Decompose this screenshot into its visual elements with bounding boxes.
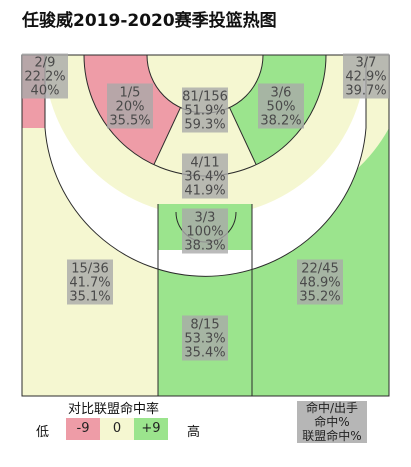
zone-label-line: 39.7% (345, 84, 386, 99)
zone-label-line: 50% (267, 100, 296, 115)
zone-label-line: 35.2% (299, 290, 340, 305)
zone-label-line: 36.4% (184, 170, 225, 185)
zone-label-line: 81/156 (182, 90, 228, 105)
zone-label-line: 15/36 (71, 262, 108, 277)
legend-scale-mid: 0 (100, 418, 134, 440)
zone-top-key (147, 55, 263, 113)
legend-key-line-1: 命中/出手 (305, 401, 359, 415)
zone-label-right-wing-mid: 3/650%38.2% (258, 83, 304, 129)
zone-label-left-corner-three: 2/922.2%40% (22, 53, 68, 99)
zone-label-line: 3/7 (356, 56, 377, 71)
zone-label-line: 35.4% (184, 346, 225, 361)
zone-label-line: 2/9 (35, 56, 56, 71)
zone-label-line: 35.5% (109, 114, 150, 129)
zone-label-line: 40% (31, 84, 60, 99)
zone-label-line: 4/11 (190, 156, 219, 171)
legend-title: 对比联盟命中率 (68, 402, 160, 417)
zone-label-line: 35.1% (69, 290, 110, 305)
zone-label-left-wing-mid: 1/520%35.5% (107, 83, 153, 129)
zone-label-line: 22.2% (24, 70, 65, 85)
zone-label-line: 1/5 (120, 86, 141, 101)
zone-label-line: 8/15 (190, 318, 219, 333)
zone-label-line: 3/6 (271, 86, 292, 101)
zone-label-line: 48.9% (299, 276, 340, 291)
zone-label-line: 20% (116, 100, 145, 115)
zone-label-line: 41.7% (69, 276, 110, 291)
zone-center-mid (153, 107, 257, 177)
three-point-band (44, 55, 366, 277)
zone-label-line: 22/45 (301, 262, 338, 277)
legend-scale-high: +9 (134, 418, 168, 440)
zone-label-right-corner-three: 3/742.9%39.7% (343, 53, 389, 99)
zone-label-line: 38.2% (260, 114, 301, 129)
zone-label-line: 42.9% (345, 70, 386, 85)
zone-label-line: 41.9% (184, 184, 225, 199)
mid-divider-right (229, 107, 257, 165)
zone-label-line: 100% (186, 225, 223, 240)
legend-key-line-2: 命中% (314, 415, 350, 429)
lane-lines (157, 204, 253, 396)
three-point-line (44, 55, 367, 277)
chart-title: 任骏威2019-2020赛季投篮热图 (22, 11, 277, 31)
zone-label-line: 53.3% (184, 332, 225, 347)
zone-label-line: 51.9% (184, 104, 225, 119)
legend-key-box: 命中/出手 命中% 联盟命中% (297, 401, 367, 443)
mid-divider-left (153, 107, 181, 165)
zone-label-line: 38.3% (184, 239, 225, 254)
court-boundary (21, 54, 390, 397)
legend-scale-low: -9 (66, 418, 100, 440)
legend-high-label: 高 (187, 425, 201, 440)
legend-low-label: 低 (36, 425, 50, 440)
zone-label-line: 3/3 (195, 211, 216, 226)
zone-label-line: 59.3% (184, 118, 225, 133)
legend-key-line-3: 联盟命中% (302, 429, 362, 443)
